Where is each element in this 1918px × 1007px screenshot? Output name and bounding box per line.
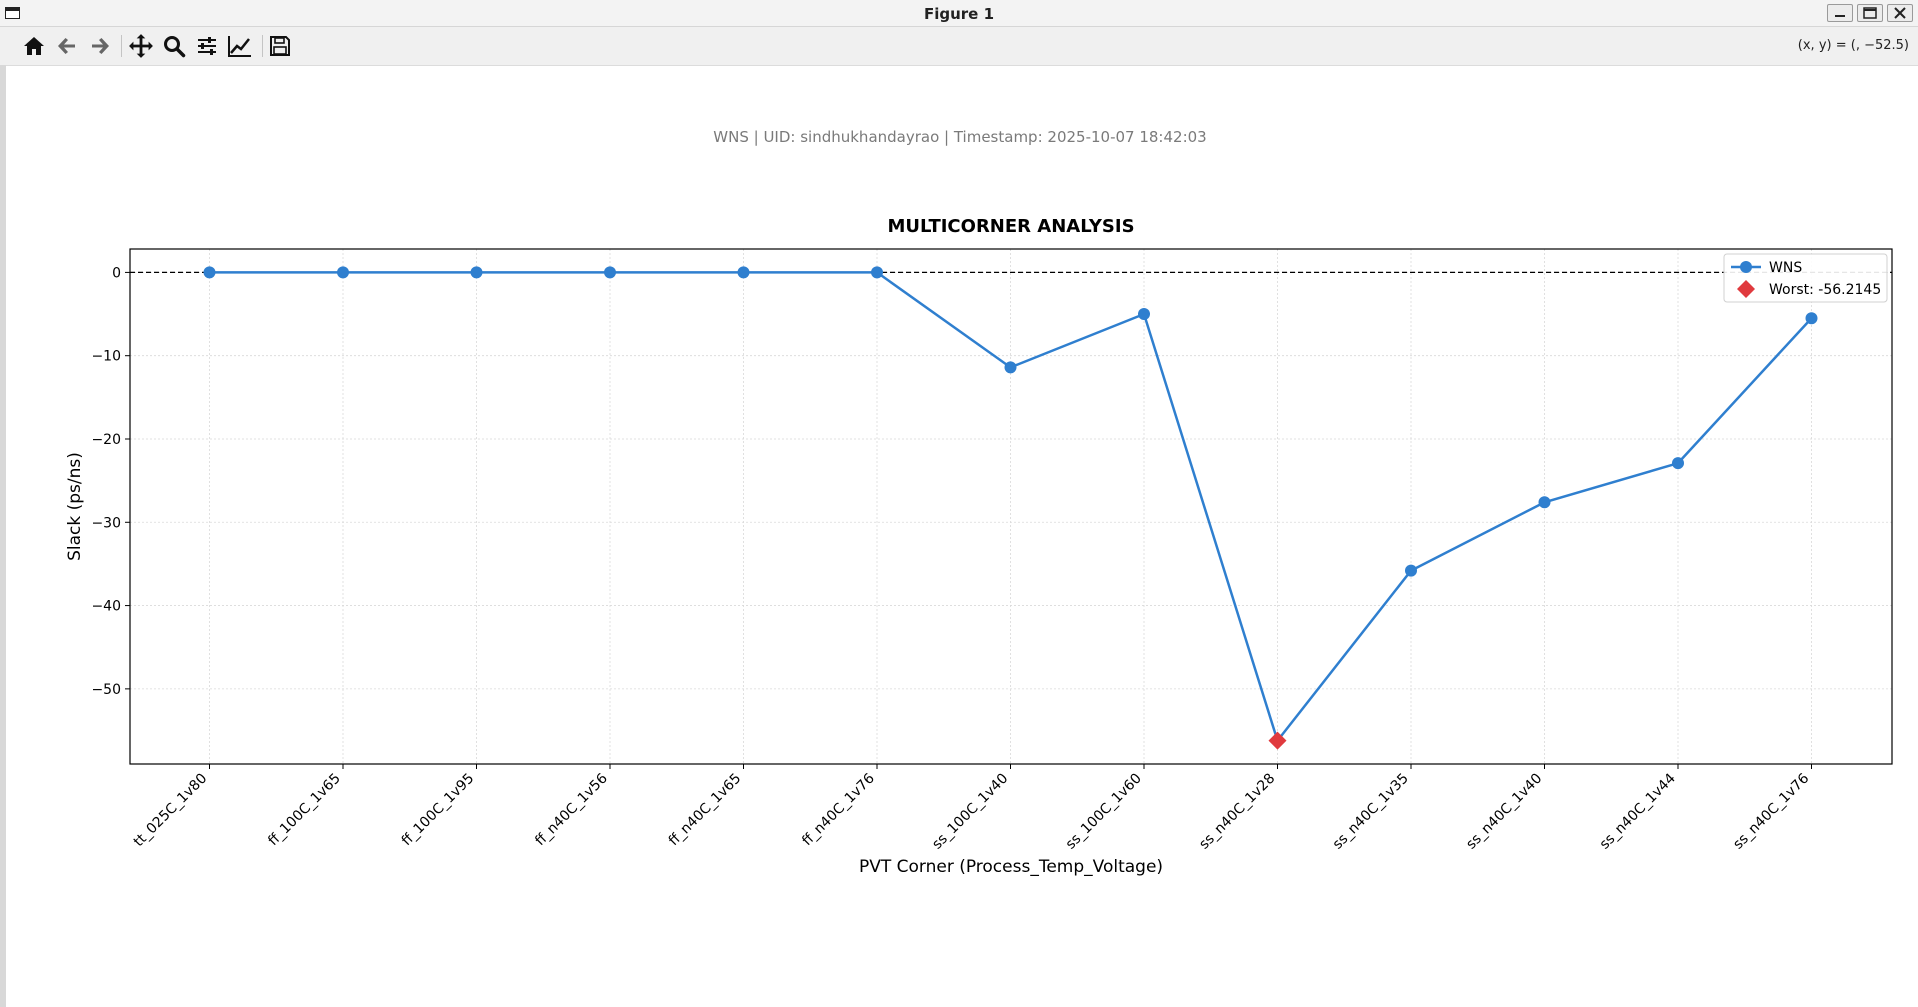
window-icon [5, 7, 20, 19]
save-button[interactable] [265, 31, 295, 61]
y-tick-label: −50 [91, 682, 121, 698]
data-point [203, 266, 216, 279]
x-tick-label: ss_n40C_1v76 [1730, 770, 1812, 852]
configure-subplots-button[interactable] [192, 31, 222, 61]
arrow-right-icon [92, 38, 109, 54]
x-tick-label: ss_n40C_1v44 [1597, 770, 1679, 852]
toolbar-separator [262, 35, 263, 57]
minimize-button[interactable] [1827, 4, 1853, 22]
back-button[interactable] [52, 31, 82, 61]
x-tick-label: ss_100C_1v40 [929, 771, 1011, 853]
floppy-disk-icon [270, 36, 290, 56]
x-tick-label: ss_n40C_1v28 [1196, 771, 1278, 853]
figure-canvas[interactable]: WNS | UID: sindhukhandayrao | Timestamp:… [6, 66, 1918, 1007]
x-tick-label: ff_100C_1v65 [265, 771, 344, 850]
data-point [1672, 457, 1684, 470]
pan-button[interactable] [126, 31, 156, 61]
x-tick-label: ff_n40C_1v56 [532, 770, 611, 849]
close-icon [1894, 7, 1906, 19]
data-point [737, 266, 750, 279]
toolbar-separator [121, 35, 122, 57]
data-point [1538, 496, 1551, 509]
data-point [337, 266, 349, 279]
x-tick-label: ss_n40C_1v40 [1463, 771, 1545, 853]
legend-label-worst: Worst: -56.2145 [1769, 282, 1881, 298]
x-tick-label: tt_025C_1v80 [131, 771, 211, 851]
x-tick-label: ss_n40C_1v35 [1330, 771, 1412, 853]
x-axis-label: PVT Corner (Process_Temp_Voltage) [859, 857, 1163, 877]
home-icon [24, 37, 44, 55]
data-point [470, 266, 483, 279]
sliders-icon [198, 37, 216, 55]
data-point [1004, 361, 1017, 374]
legend-marker-wns [1740, 261, 1752, 273]
window-title: Figure 1 [923, 5, 995, 23]
chart-svg: 0 −10 −20 −30 −40 −50 tt_025C_1v80 ff_100C_1v65… [65, 248, 1893, 877]
data-point [1405, 564, 1417, 577]
x-tick-label: ff_n40C_1v65 [666, 771, 745, 850]
legend-label-wns: WNS [1769, 260, 1802, 276]
y-tick-label: −30 [91, 515, 121, 531]
window-left-border [0, 65, 6, 1007]
y-tick-label: −20 [91, 432, 121, 448]
axes-frame [129, 248, 1893, 765]
maximize-icon [1863, 7, 1877, 19]
figure-suptitle: WNS | UID: sindhukhandayrao | Timestamp:… [713, 128, 1207, 146]
y-tick-label: 0 [112, 265, 121, 281]
move-icon [129, 34, 153, 58]
chart-title: MULTICORNER ANALYSIS [887, 216, 1135, 237]
edit-axes-button[interactable] [225, 31, 255, 61]
data-point [871, 266, 883, 279]
zoom-button[interactable] [159, 31, 189, 61]
magnifier-icon [164, 36, 186, 58]
x-tick-label: ff_100C_1v95 [399, 771, 478, 850]
maximize-button[interactable] [1857, 4, 1883, 22]
forward-button[interactable] [85, 31, 115, 61]
worst-marker [1268, 731, 1287, 750]
window-titlebar: Figure 1 [0, 0, 1918, 27]
home-button[interactable] [19, 31, 49, 61]
data-point [604, 266, 616, 279]
legend-box [1723, 253, 1888, 303]
data-point [1138, 308, 1150, 321]
cursor-coordinates: (x, y) = (, −52.5) [1797, 38, 1909, 53]
close-button[interactable] [1887, 4, 1913, 22]
minimize-icon [1835, 15, 1845, 17]
data-point [1805, 312, 1818, 325]
y-tick-label: −10 [91, 349, 121, 365]
x-tick-label: ss_100C_1v60 [1063, 771, 1145, 853]
y-tick-label: −40 [91, 599, 121, 615]
arrow-left-icon [58, 38, 75, 54]
legend-marker-worst [1737, 280, 1755, 298]
y-axis-label: Slack (ps/ns) [65, 452, 85, 561]
navigation-toolbar: (x, y) = (, −52.5) [0, 27, 1918, 66]
x-tick-label: ff_n40C_1v76 [799, 770, 878, 849]
line-chart-icon [228, 36, 251, 57]
